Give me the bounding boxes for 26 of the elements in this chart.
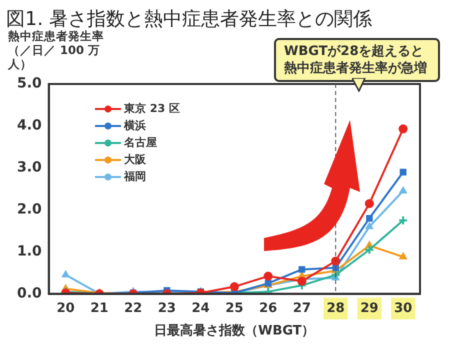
legend-label: 福岡 [124,169,146,184]
x-tick-label: 21 [90,300,108,316]
x-tick-label: 25 [225,300,244,316]
legend-label: 横浜 [124,118,146,133]
x-tick-label: 30 [394,300,412,316]
x-tick-label: 24 [192,300,210,316]
y-tick-label: 5.0 [16,76,42,92]
x-tick-label: 26 [259,300,278,316]
legend-label: 東京 23 区 [124,101,180,116]
legend-label: 名古屋 [124,135,157,150]
x-tick-label: 29 [360,300,378,316]
x-tick-label: 27 [292,300,311,316]
y-tick-label: 0.0 [16,285,42,302]
x-axis-title: 日最高暑さ指数（WBGT） [154,322,315,339]
y-tick-label: 2.0 [16,202,42,218]
text: WBGTが28を超えると熱中症患者発生率が急増 [274,38,440,82]
y-tick-label: 3.0 [16,160,42,176]
legend-label: 大阪 [124,152,146,167]
x-tick-label: 23 [158,300,176,316]
y-axis-title: 熱中症患者発生率（／日／ 100 万人） [8,29,105,71]
chart-title: 図1. 暑さ指数と熱中症患者発生率との関係 [6,7,372,30]
y-tick-label: 1.0 [16,243,42,260]
y-tick-label: 4.0 [16,118,42,134]
x-tick-label: 28 [326,300,345,316]
x-tick-label: 22 [124,300,142,316]
x-tick-label: 20 [56,300,75,316]
